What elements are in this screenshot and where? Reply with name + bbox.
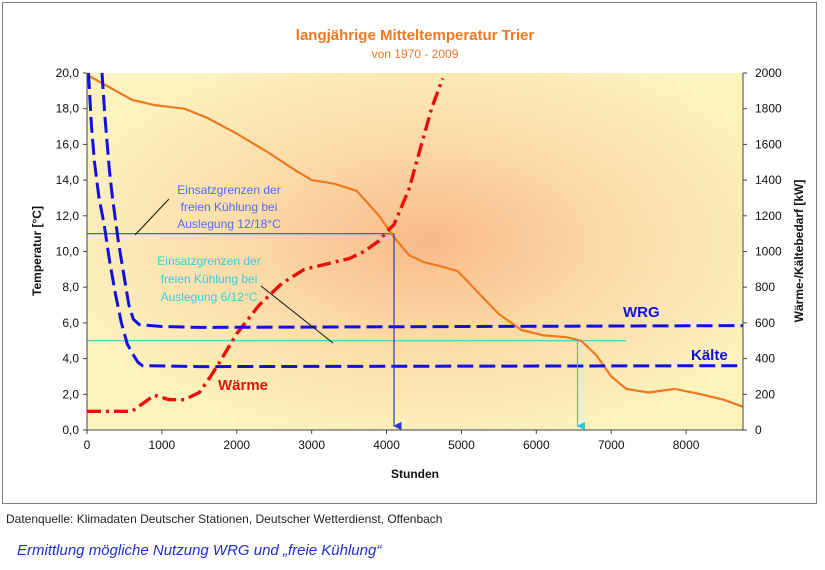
x-tick-label: 8000 <box>673 438 700 452</box>
y2-tick-label: 600 <box>755 316 775 330</box>
series-line-wrg <box>100 72 744 329</box>
y-tick-label: 8,0 <box>62 280 79 294</box>
y2-tick-label: 1800 <box>755 102 782 116</box>
caption: Ermittlung mögliche Nutzung WRG und „fre… <box>17 542 382 559</box>
y-tick-label: 12,0 <box>56 209 80 223</box>
series-line-w-rme <box>87 77 445 413</box>
plot-area <box>87 73 743 430</box>
label-kaelte: Kälte <box>691 347 728 364</box>
label-waerme: Wärme <box>218 377 268 394</box>
y-tick-label: 0,0 <box>62 423 79 437</box>
y-tick-label: 6,0 <box>62 316 79 330</box>
y2-tick-label: 400 <box>755 352 775 366</box>
annotation-leader-1 <box>134 198 170 236</box>
y-tick-label: 2,0 <box>62 387 79 401</box>
annotation-6-12-line: Auslegung 6/12°C <box>161 290 258 304</box>
y-axis-label: Temperatur [°C] <box>30 206 44 296</box>
x-tick-label: 6000 <box>523 438 550 452</box>
y2-tick-label: 1400 <box>755 173 782 187</box>
x-tick-label: 3000 <box>298 438 325 452</box>
x-tick-label: 2000 <box>223 438 250 452</box>
y2-tick-label: 200 <box>755 387 775 401</box>
y-tick-label: 20,0 <box>56 66 80 80</box>
y-tick-label: 18,0 <box>56 102 80 116</box>
chart-title: langjährige Mitteltemperatur Trier <box>296 27 535 44</box>
y2-tick-label: 1600 <box>755 137 782 151</box>
annotation-6-12-line: freien Kühlung bei <box>161 272 258 286</box>
label-wrg: WRG <box>623 304 660 321</box>
annotation-leader-2 <box>260 285 334 344</box>
chart-subtitle: von 1970 - 2009 <box>372 47 459 61</box>
chart-frame: langjährige Mitteltemperatur Trier von 1… <box>2 2 817 504</box>
series-line-k-lte <box>87 72 744 369</box>
annotation-12-18-line: Auslegung 12/18°C <box>177 217 281 231</box>
x-axis-label: Stunden <box>391 467 439 481</box>
x-tick-label: 0 <box>84 438 91 452</box>
source-note: Datenquelle: Klimadaten Deutscher Statio… <box>6 512 443 526</box>
y2-tick-label: 800 <box>755 280 775 294</box>
y2-tick-label: 1000 <box>755 245 782 259</box>
annotation-6-12-line: Einsatzgrenzen der <box>157 254 260 268</box>
y2-axis-label: Wärme-/Kältebedarf [kW] <box>792 180 806 323</box>
annotation-12-18-line: freien Kühlung bei <box>181 200 278 214</box>
annotation-12-18-line: Einsatzgrenzen der <box>177 183 280 197</box>
chart: langjährige Mitteltemperatur Trier von 1… <box>30 27 806 481</box>
y-tick-label: 14,0 <box>56 173 80 187</box>
y2-tick-label: 2000 <box>755 66 782 80</box>
y-tick-label: 4,0 <box>62 352 79 366</box>
series-line-temperature <box>86 73 744 408</box>
x-tick-label: 5000 <box>448 438 475 452</box>
x-tick-label: 7000 <box>598 438 625 452</box>
y-tick-label: 10,0 <box>56 245 80 259</box>
x-tick-label: 4000 <box>373 438 400 452</box>
y2-tick-label: 0 <box>755 423 762 437</box>
y-tick-label: 16,0 <box>56 137 80 151</box>
x-tick-label: 1000 <box>149 438 176 452</box>
y2-tick-label: 1200 <box>755 209 782 223</box>
